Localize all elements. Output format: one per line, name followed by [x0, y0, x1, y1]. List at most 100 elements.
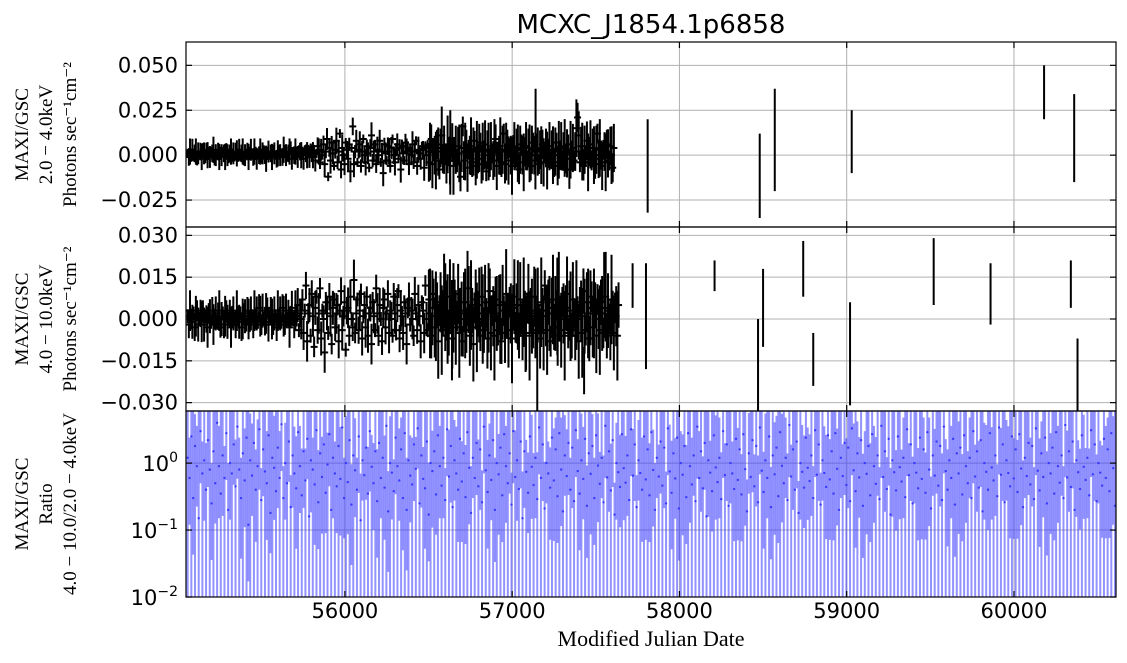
ratio-point: [839, 456, 843, 459]
ratio-point: [631, 474, 635, 477]
ratio-point: [696, 425, 699, 428]
ratio-point: [508, 452, 511, 455]
ratio-point: [232, 443, 235, 446]
ratio-point: [230, 472, 234, 475]
ratio-point: [778, 430, 782, 434]
ratio-point: [736, 478, 740, 482]
ratio-point: [471, 456, 475, 459]
ratio-point: [188, 476, 191, 480]
ratio-point: [352, 454, 355, 457]
ratio-point: [541, 443, 544, 446]
ratio-point: [1045, 502, 1049, 505]
ratio-point: [780, 464, 784, 468]
ratio-panel: 56000 57000 58000 59000 60000 10−2 10−1 100 MAXI…: [12, 410, 1117, 623]
ratio-point: [944, 469, 947, 473]
ratio-point: [467, 466, 471, 470]
ratio-point: [396, 464, 399, 468]
ratio-point: [530, 465, 533, 469]
ratio-point: [539, 476, 543, 480]
ratio-point: [276, 446, 280, 449]
ratio-point: [293, 472, 296, 475]
ratio-point: [199, 429, 202, 433]
ratio-point: [799, 461, 802, 465]
ratio-point: [983, 461, 986, 465]
ratio-point: [543, 507, 546, 510]
ratio-point: [499, 446, 502, 449]
ratio-point: [363, 473, 366, 477]
ratio-point: [600, 456, 603, 459]
ratio-point: [804, 436, 808, 439]
ratio-point: [1091, 473, 1095, 476]
ratio-point: [381, 456, 384, 459]
ratio-point: [455, 472, 458, 475]
ratio-point: [1100, 484, 1104, 487]
ratio-point: [289, 505, 292, 509]
chart-title: MCXC_J1854.1p6858: [517, 10, 786, 40]
ratio-point: [835, 467, 839, 471]
ratio-point: [223, 476, 226, 480]
ratio-point: [357, 435, 360, 438]
ratio-point: [225, 431, 228, 435]
x-tick-label: 59000: [813, 599, 880, 623]
ratio-point: [278, 476, 281, 480]
ratio-point: [821, 459, 824, 462]
ratio-point: [629, 428, 633, 431]
ratio-point: [1104, 476, 1107, 480]
ratio-point: [663, 446, 666, 449]
ratio-point: [550, 436, 554, 439]
ratio-point: [398, 479, 401, 482]
ratio-point: [705, 515, 708, 518]
ratio-point: [512, 429, 515, 433]
ratio-point: [714, 466, 717, 469]
ratio-point: [900, 480, 903, 483]
ratio-point: [688, 464, 692, 468]
ratio-point: [909, 443, 912, 446]
ratio-point: [957, 472, 960, 475]
ratio-point: [364, 446, 368, 449]
ratio-point: [929, 507, 933, 510]
y-axis-label-line: MAXI/GSC: [12, 88, 33, 181]
ratio-point: [206, 438, 210, 442]
ratio-point: [898, 465, 901, 469]
ratio-point: [720, 497, 723, 501]
ratio-point: [797, 511, 800, 515]
ratio-point: [191, 496, 195, 500]
ratio-point: [766, 476, 769, 480]
y-tick-label: −0.015: [100, 349, 178, 373]
ratio-point: [212, 450, 215, 453]
ratio-point: [872, 464, 876, 468]
ratio-point: [999, 473, 1003, 476]
ratio-point: [296, 430, 300, 434]
ratio-point: [639, 471, 642, 475]
ratio-point: [383, 486, 386, 489]
ratio-point: [580, 459, 583, 462]
ratio-point: [633, 443, 636, 446]
ratio-point: [488, 454, 491, 457]
ratio-point: [782, 482, 786, 485]
ratio-point: [589, 472, 592, 476]
y-tick-label: −0.030: [100, 391, 178, 415]
ratio-point: [672, 452, 675, 455]
y-tick-label: 0.000: [118, 307, 178, 331]
ratio-point: [250, 474, 254, 477]
ratio-point: [258, 428, 261, 431]
ratio-point: [558, 431, 561, 435]
ratio-point: [282, 496, 285, 500]
ratio-point: [707, 459, 710, 462]
axes-frame: [185, 41, 1117, 228]
ratio-point: [403, 431, 406, 435]
ratio-point: [394, 436, 397, 439]
ratio-point: [576, 469, 579, 473]
ratio-point: [852, 469, 855, 472]
ratio-point: [997, 426, 1001, 429]
ratio-point: [339, 477, 342, 481]
hard-band-panel: −0.030 −0.015 0.000 0.015 0.030 MAXI/GSC 4.0 −…: [12, 223, 1117, 415]
ratio-point: [784, 456, 787, 459]
ratio-point: [534, 456, 537, 459]
ratio-point: [760, 469, 763, 472]
ratio-point: [826, 434, 830, 437]
x-tick-label: 58000: [646, 599, 713, 623]
ratio-point: [1029, 483, 1032, 486]
ratio-point: [856, 452, 859, 455]
ratio-point: [331, 456, 335, 459]
